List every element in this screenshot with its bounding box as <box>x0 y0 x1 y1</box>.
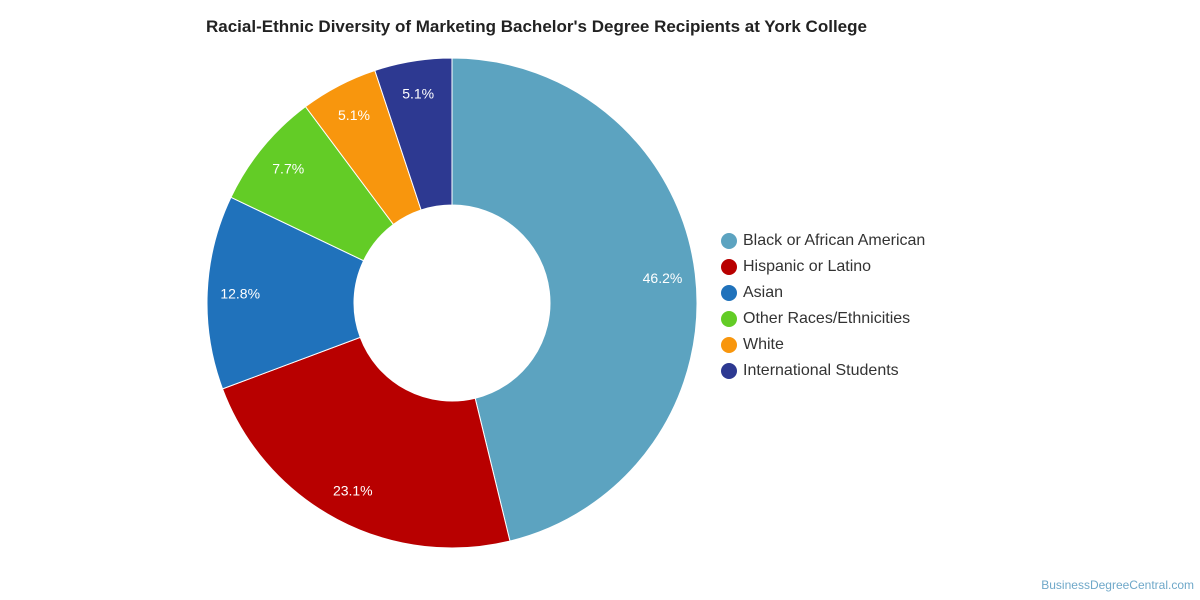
legend-label: Hispanic or Latino <box>743 258 872 275</box>
slice-black-or-african-american[interactable] <box>451 57 698 542</box>
legend-item[interactable]: Black or African American <box>721 228 925 254</box>
legend-label: Asian <box>743 284 784 301</box>
legend-swatch <box>721 311 737 327</box>
legend-label: Black or African American <box>743 232 926 249</box>
slice-value-label: 46.2% <box>643 270 683 286</box>
legend-swatch <box>721 363 737 379</box>
legend-swatch <box>721 285 737 301</box>
slice-value-label: 7.7% <box>272 160 304 176</box>
chart-title: Racial-Ethnic Diversity of Marketing Bac… <box>206 17 867 36</box>
slice-value-label: 5.1% <box>402 86 434 102</box>
slice-value-label: 12.8% <box>220 286 260 302</box>
slice-value-label: 23.1% <box>333 482 373 498</box>
legend-label: Other Races/Ethnicities <box>743 310 911 327</box>
source-credit[interactable]: BusinessDegreeCentral.com <box>1041 578 1194 592</box>
slice-value-label: 5.1% <box>338 107 370 123</box>
legend-item[interactable]: Hispanic or Latino <box>721 254 925 280</box>
slice-international-students[interactable] <box>374 57 453 211</box>
legend-swatch <box>721 259 737 275</box>
legend-label: International Students <box>743 362 899 379</box>
legend-swatch <box>721 233 737 249</box>
legend-item[interactable]: International Students <box>721 358 925 384</box>
chart-legend: Black or African American Hispanic or Lat… <box>721 228 925 384</box>
slice-hispanic-or-latino[interactable] <box>221 336 511 549</box>
legend-item[interactable]: White <box>721 332 925 358</box>
legend-swatch <box>721 337 737 353</box>
slice-asian[interactable] <box>206 196 365 390</box>
legend-item[interactable]: Asian <box>721 280 925 306</box>
legend-item[interactable]: Other Races/Ethnicities <box>721 306 925 332</box>
legend-label: White <box>743 336 784 353</box>
